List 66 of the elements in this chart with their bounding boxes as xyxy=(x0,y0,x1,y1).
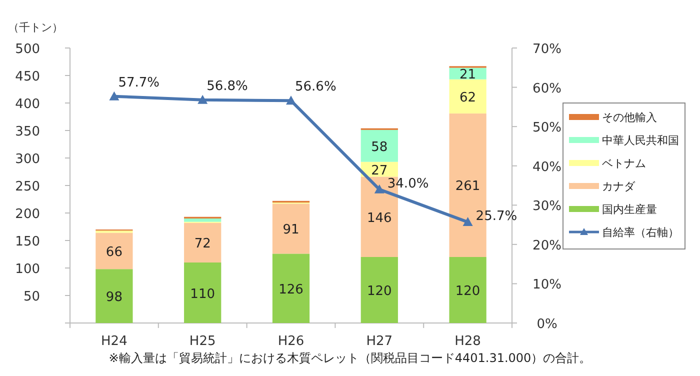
legend-label: カナダ xyxy=(602,180,636,193)
y2-tick-label: 30% xyxy=(532,199,562,214)
bar xyxy=(449,257,486,323)
point xyxy=(286,96,296,105)
bar xyxy=(96,232,133,270)
y2-tick-label: 10% xyxy=(532,278,562,293)
y-tick-label: 450 xyxy=(15,70,40,84)
data-label: 56.6% xyxy=(295,80,336,95)
point xyxy=(462,217,473,226)
legend-label: ベトナム xyxy=(602,157,646,170)
bar xyxy=(184,262,222,323)
legend-label: 国内生産量 xyxy=(602,203,657,216)
bar xyxy=(272,254,310,323)
data-label: 25.7% xyxy=(476,209,518,224)
y-tick-label: 400 xyxy=(15,97,40,112)
legend-label: 自給率（右軸） xyxy=(602,226,679,239)
y2-tick-label: 60% xyxy=(532,81,562,96)
bar xyxy=(184,222,222,262)
y-tick-label: 500 xyxy=(15,42,40,57)
text: ※輸入量は「貿易統計」における木質ペレット（関税品目コード4401.31.000）の合計。 xyxy=(108,351,592,365)
point xyxy=(374,184,384,194)
y-tick-label: 100 xyxy=(15,262,40,277)
data-label: 126 xyxy=(278,282,304,298)
y-tick-label: 200 xyxy=(15,207,40,222)
x-tick-label: H24 xyxy=(101,334,128,349)
bar xyxy=(96,269,133,323)
point xyxy=(198,94,208,104)
x-tick-label: H28 xyxy=(454,334,481,349)
data-label: 66 xyxy=(106,244,122,260)
data-label: 57.7% xyxy=(118,75,160,90)
data-label: 62 xyxy=(460,90,476,106)
bar xyxy=(184,218,222,222)
y2-tick-label: 0% xyxy=(536,317,558,332)
data-label: 56.8% xyxy=(206,78,248,94)
y2-tick-label: 20% xyxy=(532,238,562,254)
x-tick-label: H25 xyxy=(189,334,216,349)
data-label: 98 xyxy=(106,290,122,306)
data-label: 91 xyxy=(282,222,300,238)
y-axis-title: （千トン） xyxy=(8,21,63,34)
data-label: 110 xyxy=(190,286,216,302)
data-label: 34.0% xyxy=(387,176,429,192)
y2-tick-label: 50% xyxy=(532,120,562,136)
y-tick-label: 50 xyxy=(23,290,40,304)
legend-label: その他輸入 xyxy=(602,111,657,124)
legend-label: 中華人民共和国 xyxy=(602,134,679,147)
data-label: 146 xyxy=(366,210,392,226)
y2-tick-label: 40% xyxy=(532,160,562,175)
x-tick-label: H27 xyxy=(366,334,393,349)
bar xyxy=(360,130,398,162)
data-label: 261 xyxy=(455,179,480,194)
x-tick-label: H26 xyxy=(278,334,304,349)
y-tick-label: 150 xyxy=(15,234,40,250)
y-tick-label: 300 xyxy=(15,152,40,167)
data-label: 72 xyxy=(194,236,211,252)
data-label: 58 xyxy=(371,140,388,155)
data-label: 120 xyxy=(455,284,480,299)
bar xyxy=(272,204,310,254)
y2-tick-label: 70% xyxy=(532,42,562,57)
y-tick-label: 350 xyxy=(15,124,40,140)
data-label: 21 xyxy=(460,68,476,83)
point xyxy=(109,91,120,100)
data-label: 120 xyxy=(366,284,392,299)
y-tick-label: 250 xyxy=(15,180,40,194)
bar xyxy=(449,79,486,114)
data-label: 27 xyxy=(371,163,388,178)
bar xyxy=(360,257,398,323)
